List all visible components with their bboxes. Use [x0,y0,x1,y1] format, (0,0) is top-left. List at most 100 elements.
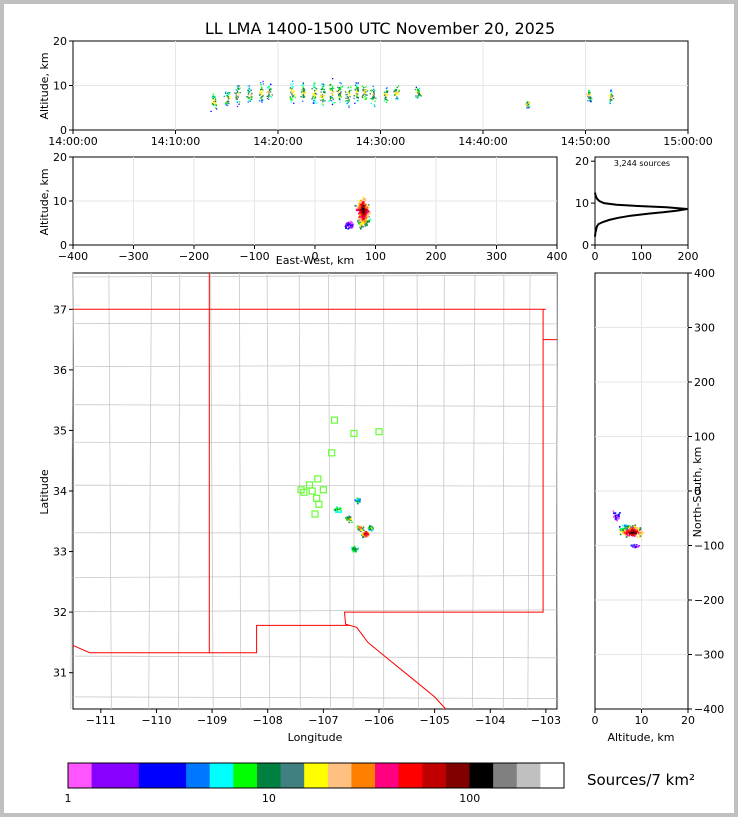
ew-alt-source [358,215,361,218]
ns-alt-source [633,531,636,533]
time-height-source [212,93,214,95]
time-height-source [363,90,365,92]
county-border [352,272,356,710]
ns-alt-source [619,531,621,533]
ns-alt-source [628,526,631,528]
time-height-source [249,97,251,99]
ns-alt-source [628,534,631,537]
ns-alt-source [617,514,619,517]
time-height-source [373,96,375,98]
time-height-source [397,97,399,100]
ew-alt-source [348,227,351,229]
county-border [527,272,531,710]
map-source [372,527,374,530]
time-height-source [291,87,293,90]
time-height-source [372,93,375,95]
ew-alt-x-tick-label: −300 [118,250,148,263]
ns-alt-source [613,514,616,517]
lma-station-marker [319,486,327,494]
map-source [356,525,359,528]
time-height-source [348,106,350,108]
time-height-source [247,85,249,87]
time-height-source [394,90,396,92]
colorbar-swatch [138,763,163,788]
time-height-source [269,95,271,97]
time-height-source [607,95,610,97]
time-height-source [357,90,360,92]
time-height-source [259,92,261,94]
county-border [471,272,476,710]
ew-alt-source [359,201,361,203]
time-height-source [338,94,340,97]
time-height-source [228,91,230,94]
time-height-source [610,95,612,97]
time-height-source [227,100,229,102]
map-ylabel: Latitude [38,469,51,515]
ns-alt-source [632,531,635,533]
ns-alt-source [625,525,627,528]
ew-alt-x-tick-label: 300 [486,250,507,263]
county-border [502,272,505,710]
ew-alt-source [362,196,364,199]
time-height-source [332,87,334,89]
ew-alt-source [366,210,369,212]
time-height-source [394,93,397,95]
time-height-source [383,94,386,96]
map-source [351,548,354,551]
time-height-source [259,91,261,93]
time-height-source [385,96,387,98]
time-height-source [268,93,270,95]
time-height-source [609,100,611,103]
time-height-source [356,95,358,97]
map-source [357,500,360,503]
time-height-ylabel: Altitude, km [38,52,51,119]
time-height-source [357,87,359,89]
ns-alt-source [635,530,638,533]
ns-alt-source [615,518,618,521]
time-height-source [417,92,419,94]
time-height-source [354,84,357,86]
map-source [368,526,371,528]
time-height-source [304,92,306,94]
map-x-tick-label: −111 [86,714,116,727]
state-border-mexico [209,624,350,654]
time-height-source [290,90,293,92]
time-height-source [393,91,395,93]
map-source [362,531,365,534]
ew-alt-source [364,202,367,205]
ns-alt-source [627,525,629,528]
time-height-source [215,103,217,106]
time-height-y-tick-label: 10 [53,80,67,93]
time-height-source [248,97,250,100]
county-border [72,575,558,578]
time-height-source [225,92,227,95]
time-height-source [361,85,364,87]
time-height-source [385,97,387,99]
ew-alt-source [367,215,369,218]
time-height-source [330,100,333,102]
ns-alt-source [639,532,642,534]
ns-alt-source [639,528,642,531]
ns-alt-source [638,533,640,536]
time-height-source [313,82,315,84]
map-source [354,499,357,501]
lma-station-marker [350,429,358,438]
time-height-source [321,95,323,98]
time-height-source [386,90,389,92]
colorbar-swatch [91,763,116,788]
time-height-source [211,97,214,100]
time-height-source [271,94,274,96]
colorbar-swatch [162,763,187,788]
ew-alt-source [356,208,359,211]
time-height-source [590,100,592,103]
ew-alt-source [368,220,370,223]
time-height-source [371,98,374,101]
map-source [360,525,363,528]
time-height-source [350,86,352,88]
time-height-source [346,93,348,96]
time-height-source [418,94,420,97]
time-height-source [364,95,366,98]
time-height-source [316,102,318,104]
time-height-source [373,89,376,91]
time-height-source [301,84,303,86]
